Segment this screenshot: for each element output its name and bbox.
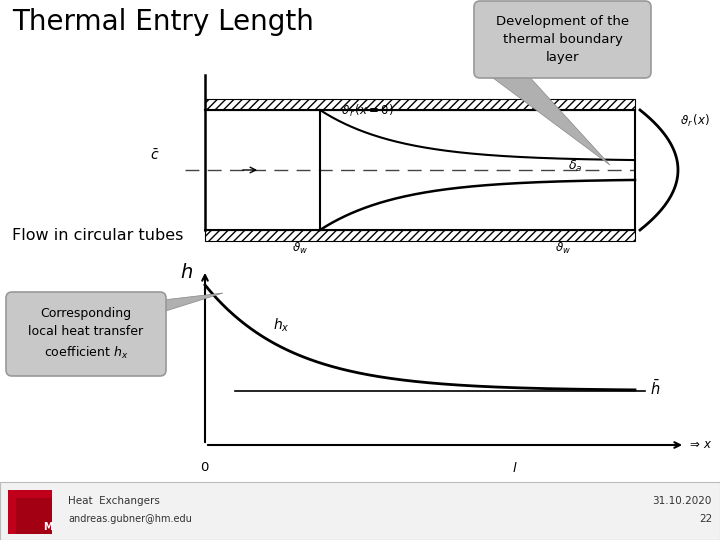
Text: $\vartheta_w$: $\vartheta_w$ (555, 241, 571, 256)
Text: $\bar{h}$: $\bar{h}$ (650, 379, 660, 398)
Text: $\Rightarrow\,x$: $\Rightarrow\,x$ (687, 438, 712, 451)
Text: M: M (43, 522, 53, 532)
Text: Corresponding
local heat transfer
coefficient $h_x$: Corresponding local heat transfer coeffi… (28, 307, 143, 361)
Text: $l$: $l$ (512, 461, 518, 475)
Bar (205, 99, 635, 110)
Text: $-\vartheta_r\,(x=0)$: $-\vartheta_r\,(x=0)$ (332, 103, 394, 119)
Polygon shape (137, 293, 223, 315)
Text: Development of the
thermal boundary
layer: Development of the thermal boundary laye… (496, 15, 629, 64)
Text: Thermal Entry Length: Thermal Entry Length (12, 8, 314, 36)
Bar (0, 482, 720, 540)
Text: $\vartheta_r\,(x)$: $\vartheta_r\,(x)$ (680, 113, 710, 129)
Bar (205, 230, 635, 241)
Text: 22: 22 (698, 514, 712, 524)
Text: $h$: $h$ (180, 262, 193, 281)
Text: $\vartheta_w$: $\vartheta_w$ (292, 241, 308, 256)
Polygon shape (485, 72, 610, 165)
Text: $h_x$: $h_x$ (273, 317, 289, 334)
Text: andreas.gubner@hm.edu: andreas.gubner@hm.edu (68, 514, 192, 524)
FancyBboxPatch shape (474, 1, 651, 78)
Text: Flow in circular tubes: Flow in circular tubes (12, 228, 184, 243)
Text: $\bar{c}$: $\bar{c}$ (150, 148, 159, 163)
Bar (16, 498, 52, 534)
Text: $\delta_a$: $\delta_a$ (568, 159, 582, 174)
Text: 31.10.2020: 31.10.2020 (652, 496, 712, 506)
Text: Heat  Exchangers: Heat Exchangers (68, 496, 160, 506)
Bar (8, 490, 52, 534)
FancyBboxPatch shape (6, 292, 166, 376)
Text: $0$: $0$ (200, 461, 210, 474)
